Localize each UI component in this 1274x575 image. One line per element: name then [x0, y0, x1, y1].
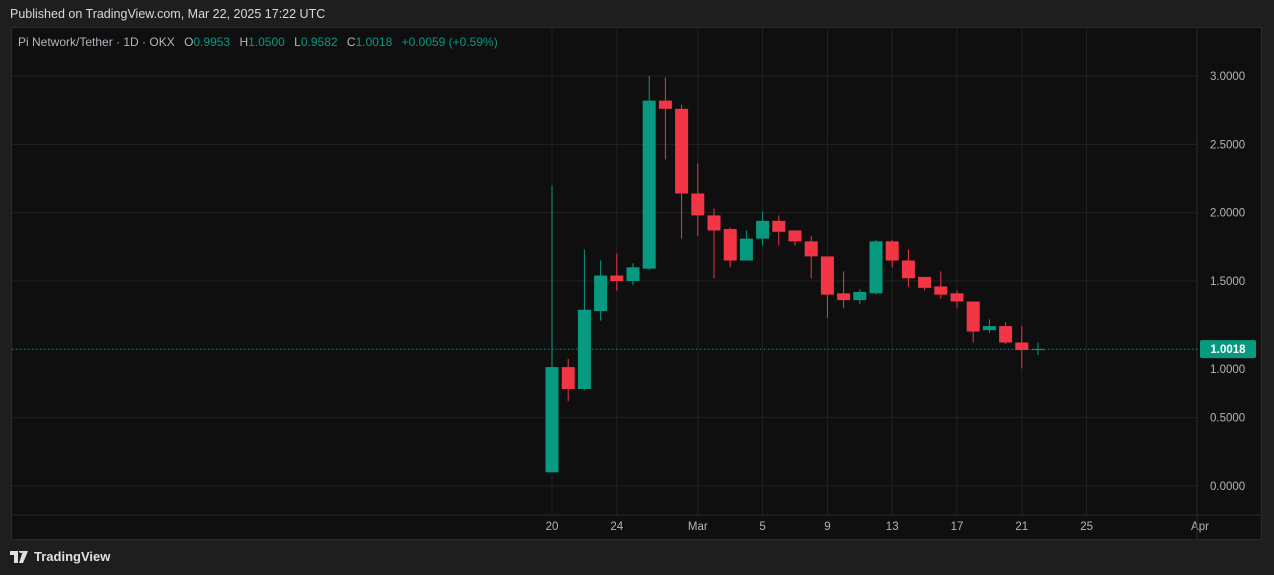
candle-body: [691, 193, 705, 216]
high-label: H: [239, 35, 249, 49]
published-caption: Published on TradingView.com, Mar 22, 20…: [10, 7, 326, 21]
candle-body: [707, 215, 721, 231]
last-price-badge: [1200, 340, 1256, 359]
candle-body: [561, 367, 575, 389]
candle-body: [626, 267, 640, 281]
symbol-legend: Pi Network/Tether · 1D · OKX O0.9953 H1.…: [18, 35, 498, 49]
x-tick-label: 24: [610, 521, 623, 533]
x-tick-label: 21: [1015, 521, 1028, 533]
candle-body: [918, 276, 932, 288]
candle-body: [804, 241, 818, 257]
tradingview-logo[interactable]: TradingView: [10, 549, 110, 564]
x-tick-label: 9: [824, 521, 830, 533]
y-tick-label: 0.0000: [1210, 481, 1245, 493]
x-tick-label: Apr: [1191, 521, 1209, 533]
symbol-title: Pi Network/Tether · 1D · OKX: [18, 35, 175, 49]
candle-body: [837, 293, 851, 301]
close-value: 1.0018: [355, 35, 393, 49]
candle-body: [853, 291, 867, 301]
candle-body: [820, 256, 834, 295]
last-price-label: 1.0018: [1210, 344, 1246, 356]
candle-body: [723, 229, 737, 261]
y-tick-label: 2.5000: [1210, 139, 1245, 151]
candle-body: [675, 108, 689, 194]
change-value: +0.0059 (+0.59%): [401, 35, 498, 49]
brand-name: TradingView: [34, 549, 111, 564]
candle-body: [594, 275, 608, 312]
chart-pane[interactable]: [11, 27, 1262, 540]
candle-body: [869, 241, 883, 294]
candle-body: [642, 100, 656, 269]
y-tick-label: 1.5000: [1210, 276, 1245, 288]
candle-body: [610, 275, 624, 281]
high-value: 1.0500: [248, 35, 285, 49]
candle-body: [950, 293, 964, 302]
candle-body: [772, 220, 786, 232]
y-tick-label: 0.5000: [1210, 413, 1245, 425]
y-tick-label: 3.0000: [1210, 71, 1245, 83]
candle-body: [999, 326, 1013, 343]
candle-body: [966, 301, 980, 332]
x-tick-label: 13: [886, 521, 899, 533]
candle-body: [982, 326, 996, 331]
y-tick-label: 1.0000: [1210, 364, 1245, 376]
x-tick-label: Mar: [688, 521, 708, 533]
x-tick-label: 5: [759, 521, 765, 533]
low-value: 0.9582: [300, 35, 338, 49]
candle-body: [577, 309, 591, 389]
x-tick-label: 25: [1080, 521, 1093, 533]
candle-body: [756, 220, 770, 239]
candle-body: [739, 238, 753, 261]
low-label: L: [294, 35, 301, 49]
x-tick-label: 20: [546, 521, 559, 533]
candle-body: [885, 241, 899, 261]
candle-body: [1015, 342, 1029, 350]
candle-body: [545, 367, 559, 473]
candle-body: [788, 230, 802, 242]
open-value: 0.9953: [193, 35, 231, 49]
candle-body: [934, 286, 948, 295]
tradingview-logo-icon: [10, 550, 28, 563]
candle-body: [658, 100, 672, 109]
close-label: C: [346, 35, 356, 49]
candle-body: [1031, 349, 1045, 351]
candle-body: [901, 260, 915, 279]
open-label: O: [184, 35, 194, 49]
y-tick-label: 2.0000: [1210, 208, 1245, 220]
x-tick-label: 17: [951, 521, 964, 533]
